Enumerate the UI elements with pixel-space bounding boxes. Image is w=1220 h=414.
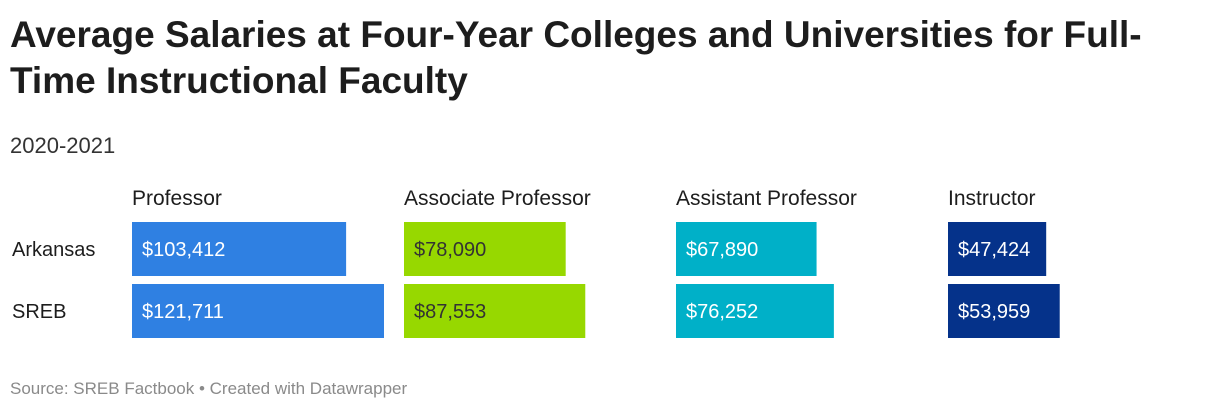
bar-assistant-professor-arkansas xyxy=(676,222,817,276)
source-note: Source: SREB Factbook • Created with Dat… xyxy=(10,379,408,398)
chart-title: Average Salaries at Four-Year Colleges a… xyxy=(10,14,1142,101)
data-label-professor-sreb: $121,711 xyxy=(142,301,224,323)
bar-chart: Arkansas SREB Professor $103,412 $121,711 Ass… xyxy=(12,187,1060,338)
panel-header-instructor: Instructor xyxy=(948,187,1036,210)
bar-associate-professor-sreb xyxy=(404,284,586,338)
bar-instructor-sreb xyxy=(948,284,1060,338)
data-label-professor-arkansas: $103,412 xyxy=(142,239,225,261)
bar-associate-professor-arkansas xyxy=(404,222,566,276)
data-label-associate-professor-arkansas: $78,090 xyxy=(414,239,486,261)
row-label-arkansas: Arkansas xyxy=(12,239,95,261)
row-label-sreb: SREB xyxy=(12,301,66,323)
panel-header-professor: Professor xyxy=(132,187,222,210)
bar-professor-arkansas xyxy=(132,222,347,276)
data-label-associate-professor-sreb: $87,553 xyxy=(414,301,486,323)
data-label-assistant-professor-sreb: $76,252 xyxy=(686,301,758,323)
chart-subtitle: 2020-2021 xyxy=(10,133,116,158)
data-label-instructor-arkansas: $47,424 xyxy=(958,239,1030,261)
panel-header-assistant-professor: Assistant Professor xyxy=(676,187,857,210)
data-label-instructor-sreb: $53,959 xyxy=(958,301,1030,323)
panel-header-associate-professor: Associate Professor xyxy=(404,187,591,210)
bar-professor-sreb xyxy=(132,284,384,338)
bar-assistant-professor-sreb xyxy=(676,284,834,338)
bar-instructor-arkansas xyxy=(948,222,1047,276)
data-label-assistant-professor-arkansas: $67,890 xyxy=(686,239,758,261)
